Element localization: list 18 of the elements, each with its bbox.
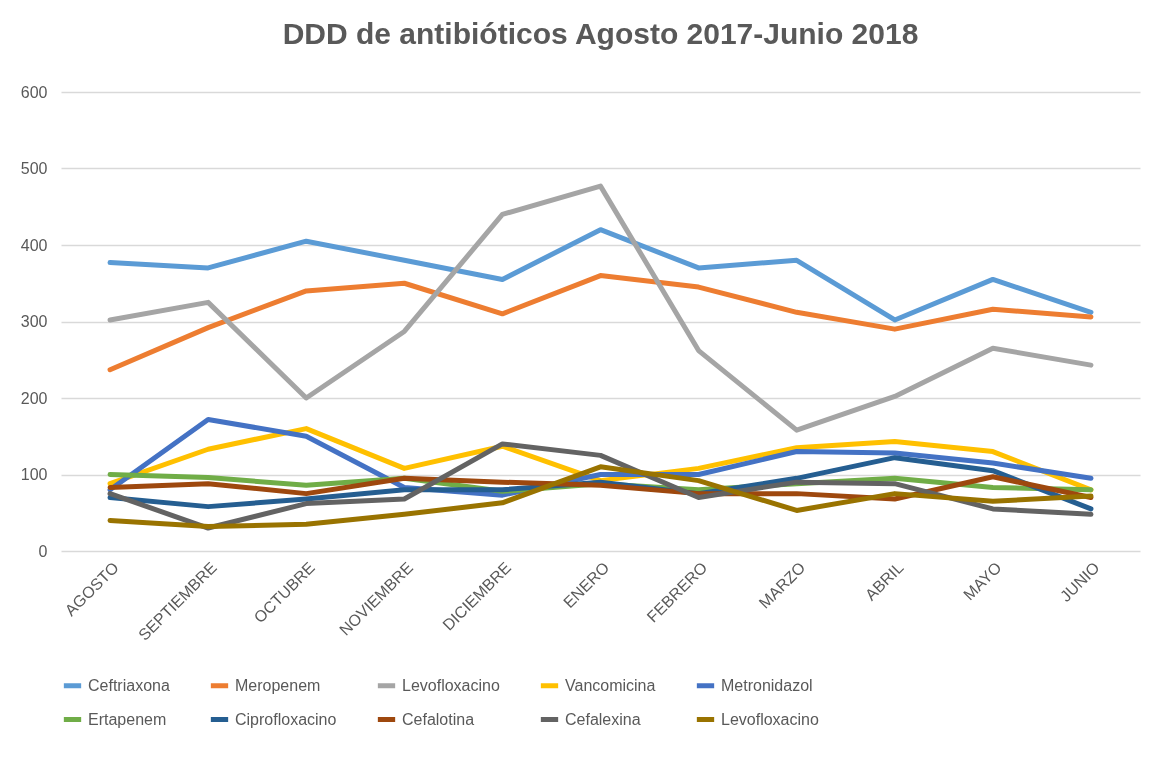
y-tick-label: 300 (20, 313, 48, 330)
y-tick-label: 0 (38, 542, 48, 560)
legend-label: Cefalotina (402, 710, 475, 728)
legend-label: Meropenem (235, 676, 321, 694)
legend-label: Levofloxacino (402, 676, 500, 694)
legend-label: Cefalexina (565, 710, 641, 728)
legend-label: Ceftriaxona (88, 676, 170, 694)
legend-label: Metronidazol (721, 676, 813, 694)
y-tick-label: 500 (20, 160, 48, 177)
chart-title: DDD de antibióticos Agosto 2017-Junio 2018 (282, 17, 919, 50)
legend-label: Vancomicina (565, 676, 656, 694)
y-tick-label: 400 (20, 236, 48, 254)
legend-label: Ertapenem (88, 710, 167, 728)
y-tick-label: 200 (20, 389, 48, 407)
y-tick-label: 100 (20, 466, 48, 483)
y-tick-label: 600 (20, 83, 48, 101)
legend-label: Levofloxacino (721, 710, 819, 728)
legend-label: Ciprofloxacino (235, 710, 337, 728)
